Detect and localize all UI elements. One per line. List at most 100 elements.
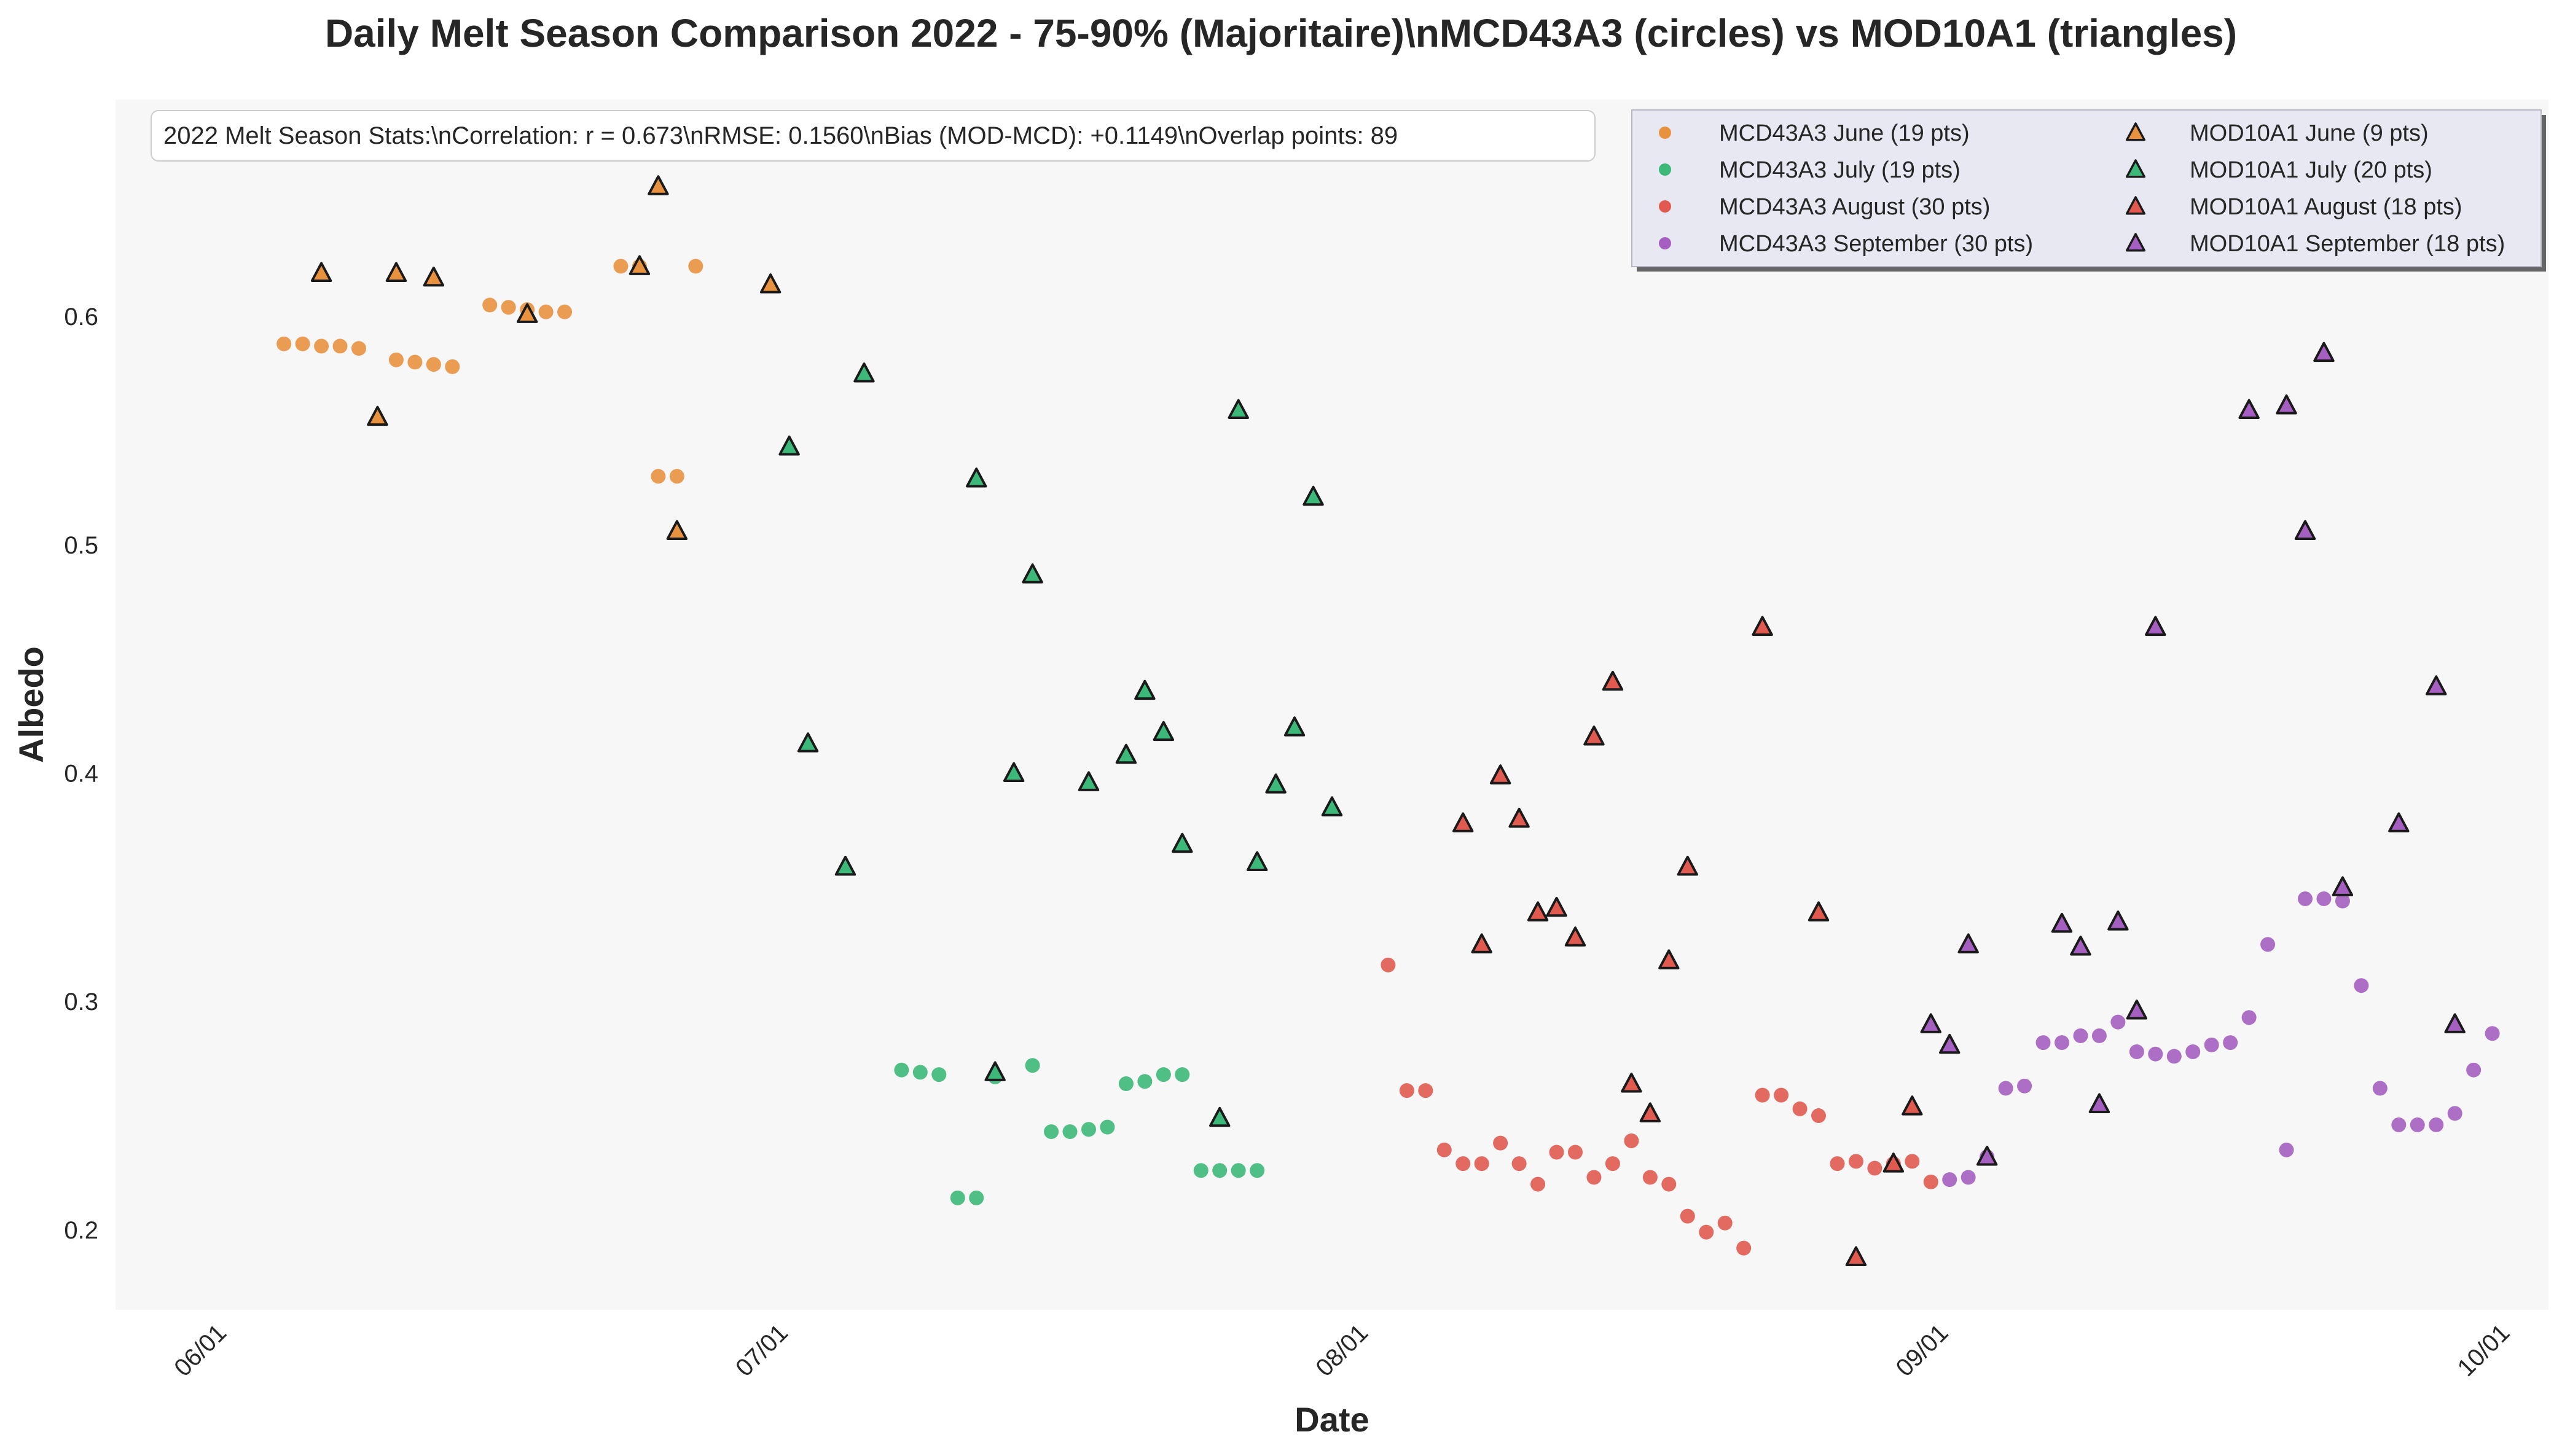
data-point-circle xyxy=(669,469,684,484)
data-point-circle xyxy=(1100,1119,1115,1135)
data-point-circle xyxy=(2017,1078,2032,1094)
data-point-triangle xyxy=(1078,771,1100,791)
data-point-circle xyxy=(295,336,310,351)
data-point-circle xyxy=(1137,1074,1153,1089)
data-point-circle xyxy=(445,359,460,374)
data-point-triangle xyxy=(2051,912,2073,933)
y-axis: 0.2 0.3 0.4 0.5 0.6 xyxy=(64,303,98,1244)
data-point-circle xyxy=(2298,891,2313,906)
data-point-circle xyxy=(1586,1170,1602,1185)
data-point-circle xyxy=(688,259,703,274)
data-point-triangle xyxy=(2388,812,2410,832)
data-point-triangle xyxy=(1452,812,1474,832)
data-point-triangle xyxy=(1621,1073,1642,1093)
data-point-circle xyxy=(651,469,666,484)
data-point-circle xyxy=(2354,978,2369,993)
data-point-circle xyxy=(2035,1035,2051,1051)
legend-label: MCD43A3 August (30 pts) xyxy=(1719,194,1990,220)
legend-marker-circle xyxy=(1659,127,1671,139)
data-point-circle xyxy=(2260,937,2276,952)
data-point-circle xyxy=(2335,893,2350,909)
data-point-triangle xyxy=(1471,933,1492,953)
data-point-circle xyxy=(1418,1083,1433,1098)
data-point-circle xyxy=(950,1190,965,1205)
data-point-triangle xyxy=(2238,399,2260,419)
data-point-triangle xyxy=(759,273,782,294)
data-point-circle xyxy=(538,304,554,319)
data-point-circle xyxy=(1905,1154,1920,1169)
data-point-triangle xyxy=(1489,764,1511,785)
data-point-circle xyxy=(2110,1014,2126,1030)
data-point-triangle xyxy=(1583,726,1605,746)
data-point-triangle xyxy=(2088,1093,2110,1113)
data-point-triangle xyxy=(1882,1153,1905,1173)
data-point-circle xyxy=(1175,1067,1190,1082)
data-point-triangle xyxy=(984,1061,1006,1081)
data-point-triangle xyxy=(1003,762,1025,782)
data-point-circle xyxy=(1044,1124,1059,1140)
data-point-triangle xyxy=(1508,807,1530,828)
data-point-circle xyxy=(1549,1145,1564,1160)
data-point-circle xyxy=(2241,1010,2257,1025)
data-point-triangle xyxy=(367,405,388,426)
data-point-triangle xyxy=(2426,675,2447,695)
data-point-triangle xyxy=(1153,721,1175,742)
data-point-circle xyxy=(2316,891,2332,906)
data-point-triangle xyxy=(2276,394,2297,415)
data-point-triangle xyxy=(1639,1102,1661,1122)
data-point-circle xyxy=(388,352,404,367)
data-point-circle xyxy=(1193,1163,1209,1178)
data-point-triangle xyxy=(2294,520,2316,540)
legend-label: MCD43A3 July (19 pts) xyxy=(1719,157,1961,183)
data-point-triangle xyxy=(423,266,445,287)
data-point-circle xyxy=(1792,1101,1808,1116)
y-tick-label: 0.4 xyxy=(64,761,98,788)
data-point-triangle xyxy=(1303,485,1324,506)
data-point-circle xyxy=(1025,1058,1040,1073)
plot-area xyxy=(116,100,2548,1310)
y-tick-label: 0.6 xyxy=(64,303,98,331)
data-point-triangle xyxy=(797,732,819,753)
data-point-circle xyxy=(276,336,292,351)
data-point-triangle xyxy=(1228,399,1249,419)
data-point-triangle xyxy=(629,255,651,275)
data-point-circle xyxy=(2129,1044,2144,1059)
data-point-triangle xyxy=(1115,743,1137,764)
data-point-circle xyxy=(1568,1145,1583,1160)
data-point-triangle xyxy=(1022,563,1043,584)
data-point-circle xyxy=(1212,1163,1228,1178)
legend-label: MOD10A1 September (18 pts) xyxy=(2190,231,2505,257)
data-point-circle xyxy=(1642,1170,1658,1185)
data-point-circle xyxy=(1680,1208,1695,1224)
legend-marker-circle xyxy=(1659,237,1671,249)
data-point-circle xyxy=(1830,1156,1845,1172)
data-point-circle xyxy=(1624,1133,1639,1148)
legend-label: MCD43A3 June (19 pts) xyxy=(1719,120,1970,146)
data-point-triangle xyxy=(778,435,800,456)
data-point-circle xyxy=(2073,1028,2088,1043)
data-point-circle xyxy=(1736,1240,1752,1256)
data-point-circle xyxy=(2185,1044,2201,1059)
legend-marker-triangle xyxy=(2126,233,2145,252)
data-point-circle xyxy=(1156,1067,1171,1082)
legend-frame xyxy=(1631,109,2542,267)
data-point-circle xyxy=(1118,1076,1134,1092)
data-point-triangle xyxy=(1976,1145,1998,1166)
data-point-circle xyxy=(1699,1224,1714,1240)
data-point-triangle xyxy=(2444,1013,2466,1033)
data-point-circle xyxy=(557,304,573,319)
y-tick-label: 0.3 xyxy=(64,988,98,1016)
data-point-circle xyxy=(2447,1106,2462,1121)
data-point-circle xyxy=(1942,1172,1957,1188)
data-point-circle xyxy=(1381,957,1396,973)
data-point-triangle xyxy=(1283,716,1306,737)
data-point-circle xyxy=(1081,1122,1096,1137)
data-point-triangle xyxy=(1752,616,1773,636)
data-point-circle xyxy=(2166,1049,2182,1064)
data-point-circle xyxy=(613,259,629,274)
data-points xyxy=(276,175,2500,1266)
data-point-circle xyxy=(2410,1117,2425,1132)
data-point-circle xyxy=(1511,1156,1527,1172)
data-point-circle xyxy=(969,1190,984,1205)
